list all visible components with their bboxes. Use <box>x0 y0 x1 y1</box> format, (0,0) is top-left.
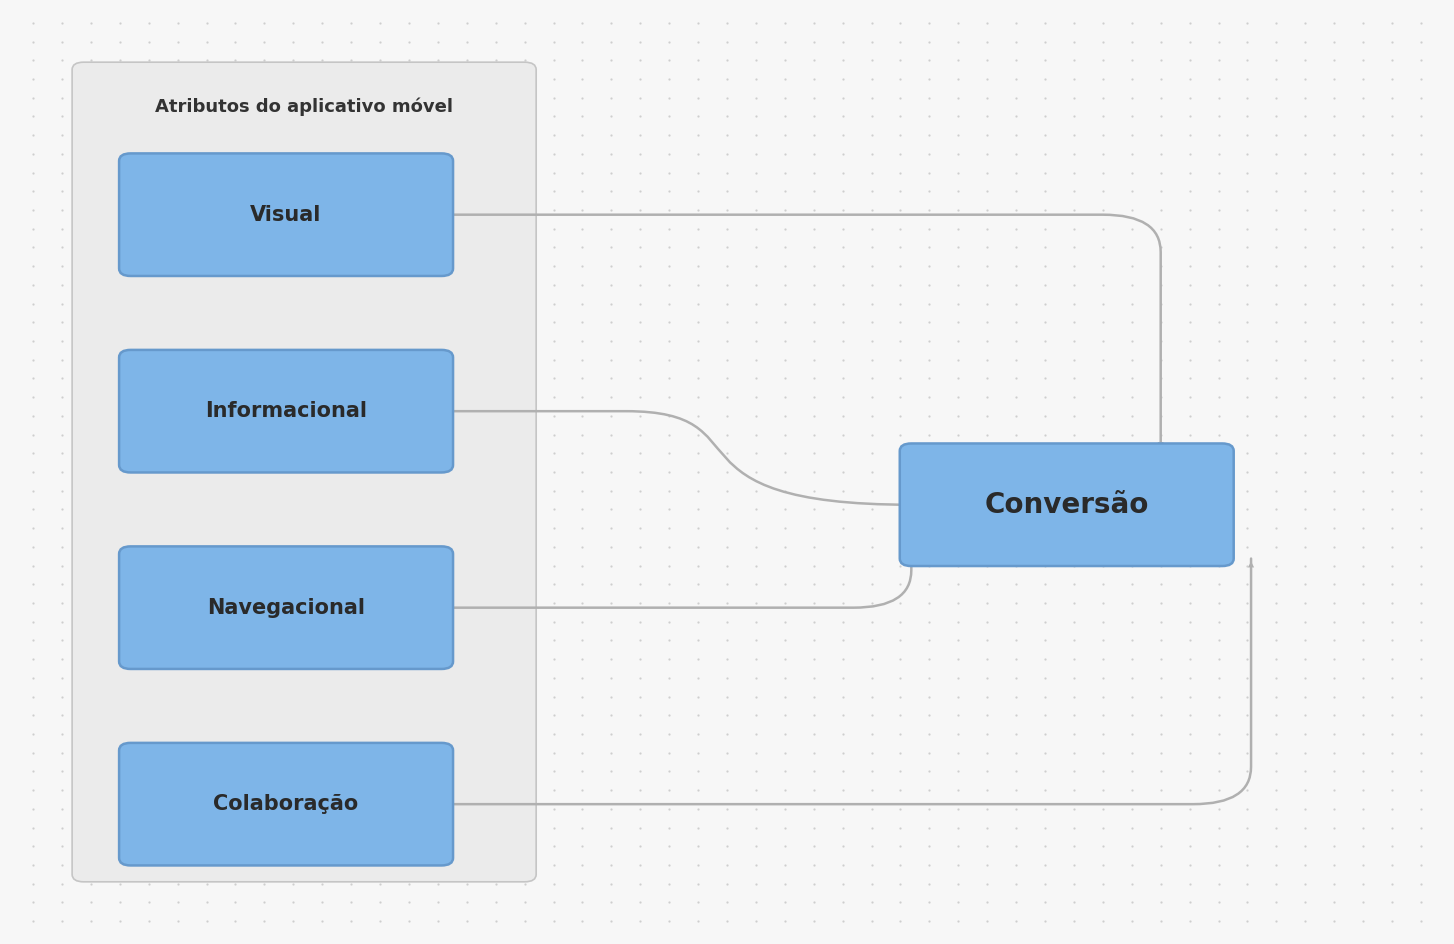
Text: Informacional: Informacional <box>205 401 366 421</box>
Text: Colaboração: Colaboração <box>214 794 359 814</box>
FancyBboxPatch shape <box>119 743 454 866</box>
FancyBboxPatch shape <box>900 444 1233 566</box>
FancyBboxPatch shape <box>73 62 537 882</box>
Text: Conversão: Conversão <box>984 491 1149 519</box>
Text: Navegacional: Navegacional <box>206 598 365 617</box>
FancyBboxPatch shape <box>119 350 454 472</box>
FancyBboxPatch shape <box>119 154 454 276</box>
Text: Atributos do aplicativo móvel: Atributos do aplicativo móvel <box>156 98 454 116</box>
FancyBboxPatch shape <box>119 547 454 669</box>
Text: Visual: Visual <box>250 205 321 225</box>
